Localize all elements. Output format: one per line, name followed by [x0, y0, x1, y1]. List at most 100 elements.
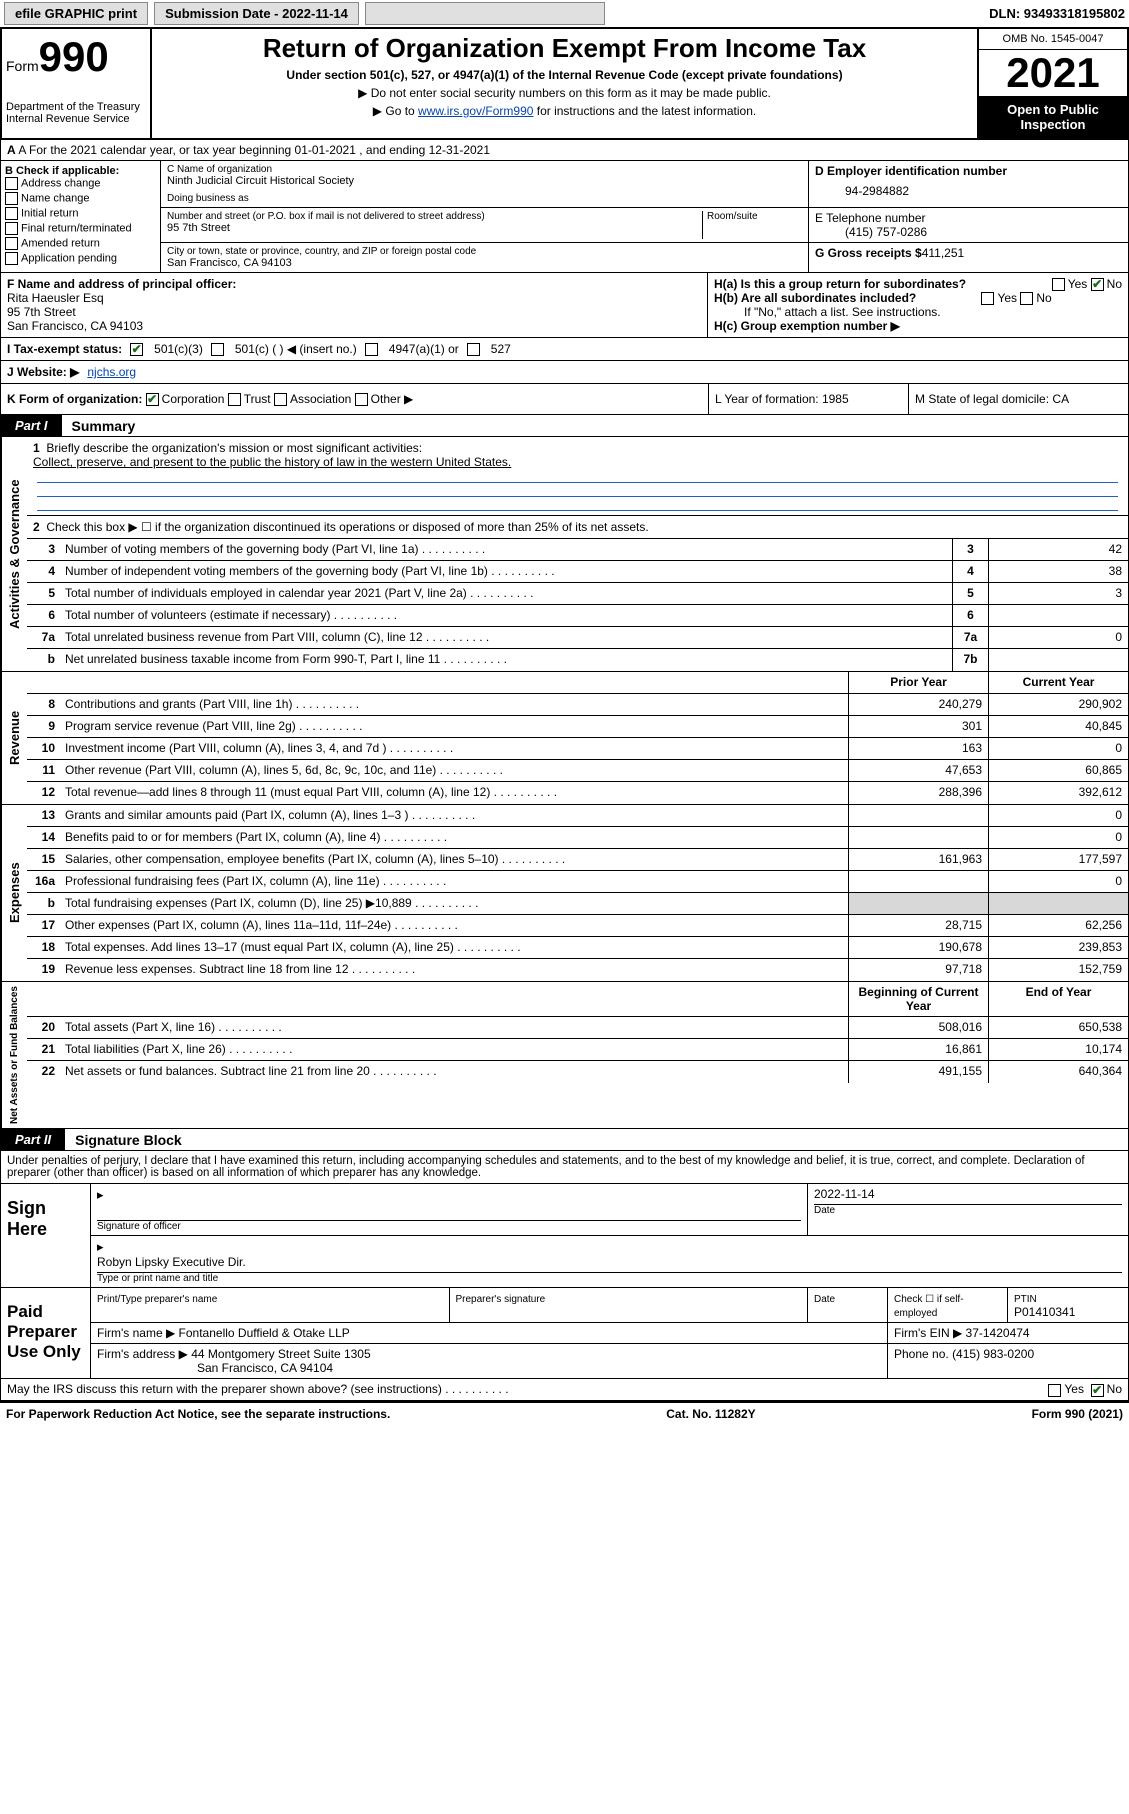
gov-row: 3Number of voting members of the governi… — [27, 539, 1128, 561]
form-header: Form990 Department of the Treasury Inter… — [0, 28, 1129, 140]
chk-501c3[interactable] — [130, 343, 143, 356]
chk-assoc[interactable] — [274, 393, 287, 406]
hb-no[interactable] — [1020, 292, 1033, 305]
chk-final-return[interactable] — [5, 222, 18, 235]
omb-number: OMB No. 1545-0047 — [979, 29, 1127, 50]
row-desc: Total assets (Part X, line 16) — [61, 1017, 848, 1038]
formorg-label: K Form of organization: — [7, 392, 142, 406]
firm-phone-label: Phone no. — [894, 1347, 949, 1361]
footer-catno: Cat. No. 11282Y — [666, 1407, 755, 1421]
row-val — [988, 649, 1128, 671]
row-num: 10 — [27, 738, 61, 759]
section-bcd: B Check if applicable: Address change Na… — [0, 161, 1129, 273]
row-desc: Total number of individuals employed in … — [61, 583, 952, 604]
hdr-eoy: End of Year — [988, 982, 1128, 1016]
row-num: 8 — [27, 694, 61, 715]
governance-block: Activities & Governance 1 Briefly descri… — [0, 437, 1129, 672]
website-link[interactable]: njchs.org — [87, 365, 136, 379]
side-expenses: Expenses — [1, 805, 27, 981]
prep-h1: Print/Type preparer's name — [97, 1294, 217, 1305]
penalties-text: Under penalties of perjury, I declare th… — [0, 1151, 1129, 1184]
sig-date: 2022-11-14 — [814, 1187, 1122, 1205]
prior-val: 491,155 — [848, 1061, 988, 1083]
prior-val: 47,653 — [848, 760, 988, 781]
col-f-officer: F Name and address of principal officer:… — [1, 273, 708, 337]
submission-date-button[interactable]: Submission Date - 2022-11-14 — [154, 2, 359, 25]
side-revenue: Revenue — [1, 672, 27, 804]
discuss-no[interactable] — [1091, 1384, 1104, 1397]
part2-title: Signature Block — [65, 1132, 182, 1148]
header-middle: Return of Organization Exempt From Incom… — [152, 29, 977, 138]
chk-trust[interactable] — [228, 393, 241, 406]
hdr-prior: Prior Year — [848, 672, 988, 693]
officer-label: F Name and address of principal officer: — [7, 277, 236, 291]
row-desc: Net unrelated business taxable income fr… — [61, 649, 952, 671]
chk-527[interactable] — [467, 343, 480, 356]
firm-addr2: San Francisco, CA 94104 — [97, 1361, 333, 1375]
row-desc: Total unrelated business revenue from Pa… — [61, 627, 952, 648]
sign-here-label: Sign Here — [1, 1184, 91, 1287]
chk-501c[interactable] — [211, 343, 224, 356]
current-val: 640,364 — [988, 1061, 1128, 1083]
instructions-link[interactable]: www.irs.gov/Form990 — [418, 104, 533, 118]
footer-left: For Paperwork Reduction Act Notice, see … — [6, 1407, 390, 1421]
current-val: 239,853 — [988, 937, 1128, 958]
gov-row: bNet unrelated business taxable income f… — [27, 649, 1128, 671]
current-val: 62,256 — [988, 915, 1128, 936]
chk-address-change[interactable] — [5, 177, 18, 190]
row-box: 4 — [952, 561, 988, 582]
row-fh: F Name and address of principal officer:… — [0, 273, 1129, 338]
addr-label: Number and street (or P.O. box if mail i… — [167, 211, 702, 222]
chk-app-pending[interactable] — [5, 252, 18, 265]
row-desc: Other expenses (Part IX, column (A), lin… — [61, 915, 848, 936]
ha-no[interactable] — [1091, 278, 1104, 291]
col-h-group: H(a) Is this a group return for subordin… — [708, 273, 1128, 337]
opt-501c: 501(c) ( ) ◀ (insert no.) — [235, 342, 357, 356]
dln-text: DLN: 93493318195802 — [989, 6, 1125, 21]
table-row: 18Total expenses. Add lines 13–17 (must … — [27, 937, 1128, 959]
dept-treasury: Department of the Treasury — [6, 101, 146, 113]
hb-yes-label: Yes — [997, 291, 1017, 305]
current-val: 0 — [988, 827, 1128, 848]
prior-val — [848, 827, 988, 848]
current-val: 650,538 — [988, 1017, 1128, 1038]
prior-val: 28,715 — [848, 915, 988, 936]
chk-amended[interactable] — [5, 237, 18, 250]
gov-row: 5Total number of individuals employed in… — [27, 583, 1128, 605]
row-num: b — [27, 649, 61, 671]
prep-h3: Date — [814, 1294, 835, 1305]
row-a-text: A For the 2021 calendar year, or tax yea… — [18, 143, 490, 157]
discuss-yes[interactable] — [1048, 1384, 1061, 1397]
firm-addr-label: Firm's address ▶ — [97, 1347, 188, 1361]
mission-rule3 — [37, 497, 1118, 511]
current-val: 0 — [988, 805, 1128, 826]
chk-initial-return[interactable] — [5, 207, 18, 220]
rev-header: Prior Year Current Year — [27, 672, 1128, 694]
prior-val: 97,718 — [848, 959, 988, 981]
chk-other[interactable] — [355, 393, 368, 406]
hc-label: H(c) Group exemption number ▶ — [714, 319, 900, 333]
row-num: 5 — [27, 583, 61, 604]
chk-corp[interactable] — [146, 393, 159, 406]
discuss-no-label: No — [1107, 1382, 1122, 1396]
revenue-block: Revenue Prior Year Current Year 8Contrib… — [0, 672, 1129, 805]
chk-4947[interactable] — [365, 343, 378, 356]
hb-yes[interactable] — [981, 292, 994, 305]
table-row: 22Net assets or fund balances. Subtract … — [27, 1061, 1128, 1083]
form-title: Return of Organization Exempt From Incom… — [160, 33, 969, 64]
expenses-block: Expenses 13Grants and similar amounts pa… — [0, 805, 1129, 982]
chk-name-change[interactable] — [5, 192, 18, 205]
ha-no-label: No — [1107, 277, 1122, 291]
row-num: 17 — [27, 915, 61, 936]
opt-527: 527 — [491, 342, 511, 356]
row-desc: Total fundraising expenses (Part IX, col… — [61, 893, 848, 914]
city-cell: City or town, state or province, country… — [161, 243, 808, 272]
efile-button[interactable]: efile GRAPHIC print — [4, 2, 148, 25]
q2-text: Check this box ▶ ☐ if the organization d… — [46, 520, 648, 534]
ha-yes[interactable] — [1052, 278, 1065, 291]
row-box: 6 — [952, 605, 988, 626]
hb-label: H(b) Are all subordinates included? — [714, 291, 916, 305]
row-box: 7b — [952, 649, 988, 671]
prior-val — [848, 871, 988, 892]
row-desc: Number of independent voting members of … — [61, 561, 952, 582]
